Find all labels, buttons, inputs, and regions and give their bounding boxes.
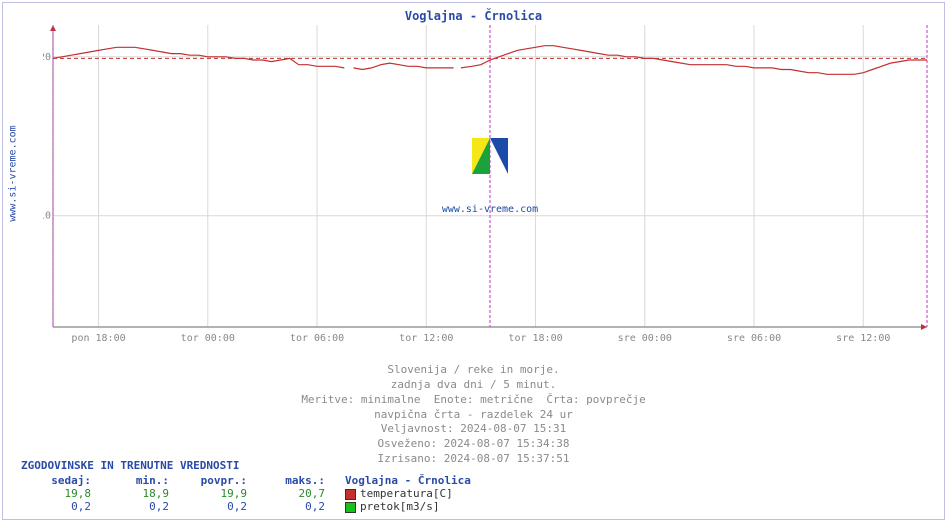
table-row: 19,8 18,9 19,9 20,7 temperatura[C] <box>21 487 934 500</box>
chart-area: 1020pon 18:00tor 00:00tor 06:00tor 12:00… <box>43 25 933 335</box>
cell-min: 18,9 <box>99 487 177 500</box>
svg-text:20: 20 <box>43 52 51 63</box>
meta-line: navpična črta - razdelek 24 ur <box>3 408 944 423</box>
stats-table: ZGODOVINSKE IN TRENUTNE VREDNOSTI sedaj:… <box>21 459 934 513</box>
chart-svg: 10 20 pon 18:00 tor 00:00 tor 06:00 tor 12:00… <box>43 25 933 357</box>
series-label-text: pretok[m3/s] <box>360 500 439 513</box>
svg-text:tor 12:00: tor 12:00 <box>399 333 453 344</box>
metadata-block: Slovenija / reke in morje. zadnja dva dn… <box>3 363 944 467</box>
outer-frame: www.si-vreme.com Voglajna - Črnolica 10 2… <box>2 2 945 520</box>
series-legend: temperatura[C] <box>333 487 453 500</box>
meta-line: Meritve: minimalne Enote: metrične Črta:… <box>3 393 944 408</box>
table-header-row: sedaj: min.: povpr.: maks.: Voglajna - Č… <box>21 474 934 487</box>
meta-line: Osveženo: 2024-08-07 15:34:38 <box>3 437 944 452</box>
cell-now: 19,8 <box>21 487 99 500</box>
col-avg: povpr.: <box>177 474 255 487</box>
svg-text:10: 10 <box>43 211 51 222</box>
chart-title: Voglajna - Črnolica <box>3 9 944 23</box>
svg-text:www.si-vreme.com: www.si-vreme.com <box>442 204 538 215</box>
svg-text:sre 00:00: sre 00:00 <box>618 333 672 344</box>
col-min: min.: <box>99 474 177 487</box>
cell-min: 0,2 <box>99 500 177 513</box>
series-label-text: temperatura[C] <box>360 487 453 500</box>
y-axis-label: www.si-vreme.com <box>3 3 23 343</box>
cell-max: 20,7 <box>255 487 333 500</box>
col-max: maks.: <box>255 474 333 487</box>
svg-text:sre 12:00: sre 12:00 <box>836 333 890 344</box>
cell-avg: 19,9 <box>177 487 255 500</box>
table-row: 0,2 0,2 0,2 0,2 pretok[m3/s] <box>21 500 934 513</box>
series-legend: pretok[m3/s] <box>333 500 439 513</box>
stats-table-title: ZGODOVINSKE IN TRENUTNE VREDNOSTI <box>21 459 934 472</box>
cell-now: 0,2 <box>21 500 99 513</box>
col-now: sedaj: <box>21 474 99 487</box>
meta-line: zadnja dva dni / 5 minut. <box>3 378 944 393</box>
y-axis-label-text: www.si-vreme.com <box>8 125 19 221</box>
swatch-icon <box>345 502 356 513</box>
meta-line: Veljavnost: 2024-08-07 15:31 <box>3 422 944 437</box>
svg-text:tor 00:00: tor 00:00 <box>181 333 235 344</box>
meta-line: Slovenija / reke in morje. <box>3 363 944 378</box>
swatch-icon <box>345 489 356 500</box>
cell-max: 0,2 <box>255 500 333 513</box>
svg-text:pon 18:00: pon 18:00 <box>71 333 125 344</box>
series-name: Voglajna - Črnolica <box>333 474 471 487</box>
svg-text:tor 18:00: tor 18:00 <box>508 333 562 344</box>
svg-text:sre 06:00: sre 06:00 <box>727 333 781 344</box>
cell-avg: 0,2 <box>177 500 255 513</box>
svg-text:tor 06:00: tor 06:00 <box>290 333 344 344</box>
